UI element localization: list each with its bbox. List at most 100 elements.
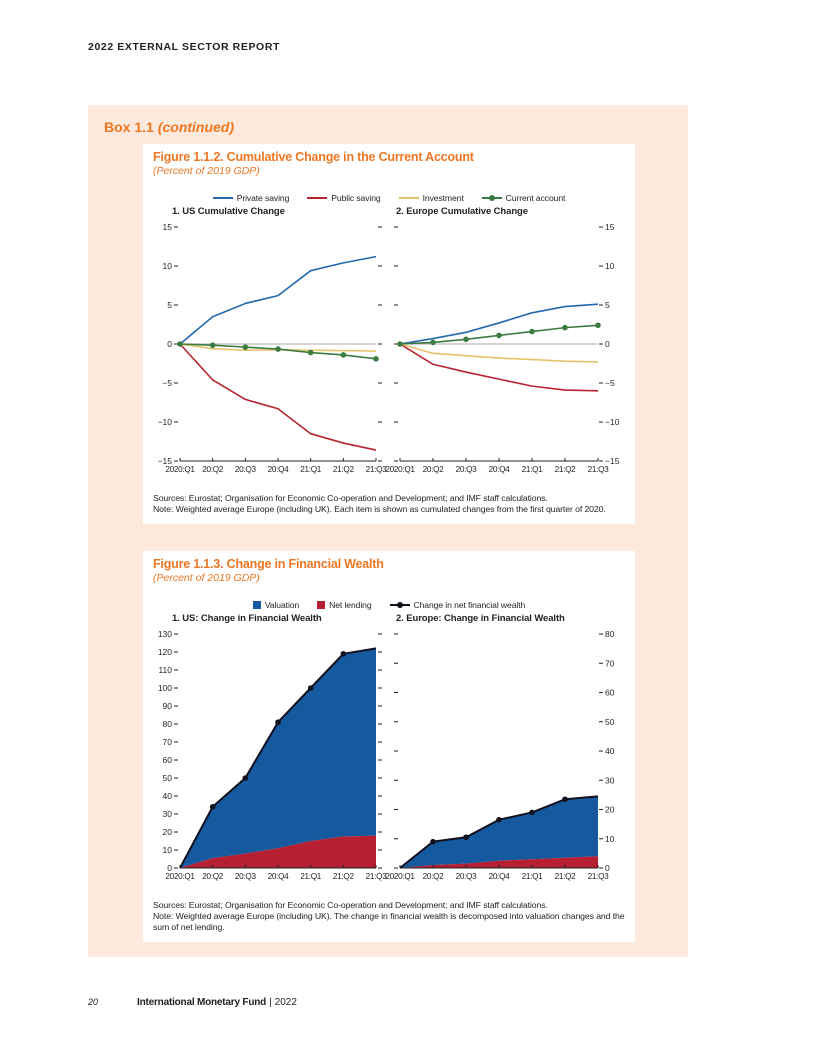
svg-text:15: 15: [163, 222, 173, 232]
us-cumulative-chart: 15 10 5 0 −5 −10 −15 2020:Q1 20:Q2 20:Q3 20:Q4 21:Q…: [150, 217, 388, 485]
svg-text:−10: −10: [605, 417, 620, 427]
page-footer: 20 International Monetary Fund | 2022: [88, 997, 297, 1008]
svg-text:60: 60: [605, 687, 615, 697]
svg-text:21:Q1: 21:Q1: [522, 465, 544, 474]
svg-text:−5: −5: [162, 378, 172, 388]
europe-wealth-chart: 80 70 60 50 40 30 20 10 0 2020:Q1 20:Q2 20:Q3 20:Q4 2…: [385, 624, 628, 892]
svg-text:−15: −15: [605, 456, 620, 466]
svg-text:20: 20: [605, 804, 615, 814]
svg-text:20:Q4: 20:Q4: [489, 465, 511, 474]
europe-wealth-chart-block: 2. Europe: Change in Financial Wealth 80…: [385, 612, 628, 892]
private-saving-line-swatch-icon: [212, 197, 233, 199]
svg-text:21:Q2: 21:Q2: [555, 872, 577, 881]
svg-text:80: 80: [163, 719, 173, 729]
svg-text:20:Q4: 20:Q4: [489, 872, 511, 881]
svg-text:20:Q3: 20:Q3: [235, 872, 257, 881]
svg-text:−15: −15: [158, 456, 173, 466]
figure-1-1-2-subtitle: (Percent of 2019 GDP): [153, 165, 260, 177]
figure-1-1-3-note: Note: Weighted average Europe (including…: [153, 910, 625, 933]
box-label-number: Box 1.1: [104, 119, 154, 135]
svg-text:50: 50: [605, 716, 615, 726]
europe-cumulative-chart: 15 10 5 0 −5 −10 −15 2020:Q1 20:Q2 20:Q3 20:Q4 21:Q…: [385, 217, 628, 485]
svg-text:70: 70: [605, 658, 615, 668]
figure-1-1-2-legend: Private saving Public saving Investment …: [153, 193, 625, 203]
svg-text:21:Q2: 21:Q2: [555, 465, 577, 474]
current-account-line-dot-swatch-icon: [481, 194, 502, 202]
legend-label: Change in net financial wealth: [413, 599, 526, 610]
legend-item-public-saving: Public saving: [307, 193, 381, 203]
svg-text:−10: −10: [158, 417, 173, 427]
svg-text:90: 90: [163, 701, 173, 711]
svg-text:40: 40: [605, 746, 615, 756]
svg-text:21:Q1: 21:Q1: [522, 872, 544, 881]
legend-item-net-lending: Net lending: [317, 599, 372, 610]
svg-text:70: 70: [163, 737, 173, 747]
svg-text:110: 110: [158, 665, 172, 675]
svg-text:30: 30: [163, 809, 173, 819]
svg-text:10: 10: [163, 845, 173, 855]
svg-text:2020:Q1: 2020:Q1: [385, 872, 415, 881]
footer-page-number: 20: [88, 997, 99, 1007]
svg-text:20:Q2: 20:Q2: [423, 465, 445, 474]
legend-label: Current account: [505, 193, 566, 203]
footer-divider: |: [269, 997, 272, 1008]
svg-text:100: 100: [158, 683, 172, 693]
svg-text:5: 5: [605, 300, 610, 310]
us-wealth-title: 1. US: Change in Financial Wealth: [172, 612, 322, 624]
figure-1-1-2-sources: Sources: Eurostat; Organisation for Econ…: [153, 493, 548, 503]
europe-cumulative-chart-block: 2. Europe Cumulative Change 15 10 5 0 −5 −10 −…: [385, 206, 628, 485]
us-cumulative-title: 1. US Cumulative Change: [172, 206, 285, 217]
figure-1-1-3-sources: Sources: Eurostat; Organisation for Econ…: [153, 899, 548, 910]
svg-text:50: 50: [163, 773, 173, 783]
legend-label: Investment: [422, 193, 464, 203]
valuation-square-swatch-icon: [252, 600, 261, 609]
svg-text:21:Q2: 21:Q2: [333, 872, 355, 881]
svg-text:10: 10: [163, 261, 173, 271]
legend-label: Public saving: [331, 193, 381, 203]
svg-text:20: 20: [163, 827, 173, 837]
figure-1-1-3-subtitle: (Percent of 2019 GDP): [153, 571, 260, 584]
svg-text:15: 15: [605, 222, 615, 232]
svg-text:40: 40: [163, 791, 173, 801]
legend-label: Net lending: [329, 599, 372, 610]
investment-line-swatch-icon: [398, 197, 419, 199]
footer-year: 2022: [274, 997, 297, 1008]
svg-text:20:Q4: 20:Q4: [268, 465, 290, 474]
svg-text:30: 30: [605, 775, 615, 785]
figure-1-1-2-notes: Sources: Eurostat; Organisation for Econ…: [153, 493, 625, 516]
europe-cumulative-title: 2. Europe Cumulative Change: [396, 206, 528, 217]
svg-text:21:Q3: 21:Q3: [588, 872, 610, 881]
box-label: Box 1.1 (continued): [88, 105, 688, 135]
svg-text:−5: −5: [605, 378, 615, 388]
legend-item-net-financial-wealth: Change in net financial wealth: [389, 599, 526, 610]
figure-1-1-2-note: Note: Weighted average Europe (including…: [153, 504, 606, 515]
europe-wealth-title: 2. Europe: Change in Financial Wealth: [396, 612, 565, 624]
svg-text:21:Q1: 21:Q1: [300, 872, 322, 881]
svg-text:2020:Q1: 2020:Q1: [385, 465, 415, 474]
svg-text:2020:Q1: 2020:Q1: [165, 872, 195, 881]
figure-1-1-3-notes: Sources: Eurostat; Organisation for Econ…: [153, 900, 625, 934]
figure-1-1-3-title: Figure 1.1.3. Change in Financial Wealth: [153, 556, 384, 571]
net-financial-wealth-line-dot-swatch-icon: [389, 601, 410, 609]
box-1-1: Box 1.1 (continued) Figure 1.1.2. Cumulat…: [88, 105, 688, 957]
svg-text:5: 5: [167, 300, 172, 310]
legend-label: Valuation: [264, 599, 300, 610]
public-saving-line-swatch-icon: [307, 197, 328, 199]
svg-text:0: 0: [605, 863, 610, 873]
svg-text:20:Q3: 20:Q3: [456, 872, 478, 881]
svg-text:80: 80: [605, 629, 615, 639]
svg-text:21:Q1: 21:Q1: [300, 465, 322, 474]
figure-1-1-3-charts: 1. US: Change in Financial Wealth 130 120…: [153, 613, 625, 892]
box-label-continued: (continued): [157, 119, 235, 135]
us-cumulative-chart-block: 1. US Cumulative Change 15 10 5 0 −5 −10 −15 20…: [150, 206, 388, 485]
svg-text:20:Q2: 20:Q2: [202, 465, 224, 474]
legend-item-investment: Investment: [398, 193, 464, 203]
footer-organization: International Monetary Fund: [137, 997, 267, 1008]
svg-text:0: 0: [167, 339, 172, 349]
svg-text:20:Q2: 20:Q2: [423, 872, 445, 881]
svg-text:20:Q3: 20:Q3: [235, 465, 257, 474]
svg-text:20:Q2: 20:Q2: [202, 872, 224, 881]
svg-text:20:Q3: 20:Q3: [456, 465, 478, 474]
net-lending-square-swatch-icon: [317, 600, 326, 609]
